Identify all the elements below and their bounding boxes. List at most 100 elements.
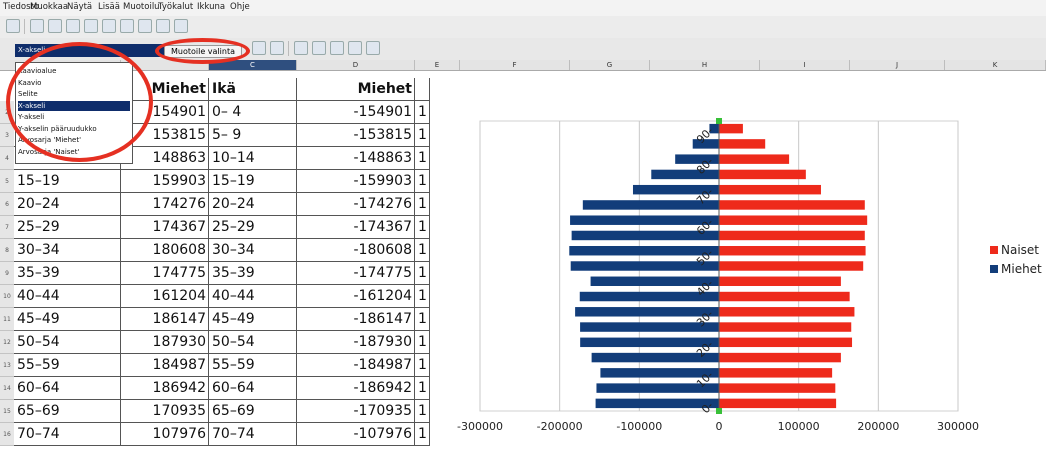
- cell[interactable]: -161204: [297, 285, 415, 308]
- cell[interactable]: 60–64: [209, 377, 297, 400]
- chart-area-icon[interactable]: [270, 41, 284, 55]
- chart-type-icon[interactable]: [252, 41, 266, 55]
- cell[interactable]: 10–14: [209, 147, 297, 170]
- cell[interactable]: 20–24: [14, 193, 121, 216]
- cell[interactable]: 5– 9: [209, 124, 297, 147]
- cell[interactable]: 1: [415, 216, 430, 239]
- header-cell[interactable]: Ikä: [209, 78, 297, 101]
- cell[interactable]: 30–34: [14, 239, 121, 262]
- row-header[interactable]: 10: [0, 285, 14, 308]
- cell[interactable]: 15–19: [14, 170, 121, 193]
- cell[interactable]: -174276: [297, 193, 415, 216]
- cell[interactable]: 55–59: [14, 354, 121, 377]
- chart-area[interactable]: -300000 -200000 -100000 0 100000 200000 300000…: [430, 71, 1046, 450]
- column-header[interactable]: G: [570, 60, 650, 70]
- column-header[interactable]: D: [297, 60, 415, 70]
- cell[interactable]: -153815: [297, 124, 415, 147]
- cell[interactable]: 65–69: [209, 400, 297, 423]
- open-icon[interactable]: [30, 19, 44, 33]
- cut-icon[interactable]: [138, 19, 152, 33]
- cell[interactable]: 186942: [121, 377, 209, 400]
- cell[interactable]: 170935: [121, 400, 209, 423]
- legend-icon[interactable]: [330, 41, 344, 55]
- cell[interactable]: -148863: [297, 147, 415, 170]
- menu-item[interactable]: Työkalut: [158, 2, 194, 12]
- cell[interactable]: 1: [415, 239, 430, 262]
- cell[interactable]: 60–64: [14, 377, 121, 400]
- cell[interactable]: 161204: [121, 285, 209, 308]
- auto-layout-icon[interactable]: [366, 41, 380, 55]
- cell[interactable]: 20–24: [209, 193, 297, 216]
- cell[interactable]: -174367: [297, 216, 415, 239]
- row-header[interactable]: 7: [0, 216, 14, 239]
- row-header[interactable]: 11: [0, 308, 14, 331]
- cell[interactable]: 1: [415, 400, 430, 423]
- column-header[interactable]: E: [415, 60, 460, 70]
- cell[interactable]: -184987: [297, 354, 415, 377]
- cell[interactable]: 35–39: [209, 262, 297, 285]
- cell[interactable]: 1: [415, 308, 430, 331]
- cell[interactable]: 65–69: [14, 400, 121, 423]
- row-header[interactable]: 16: [0, 423, 14, 446]
- cell[interactable]: 1: [415, 170, 430, 193]
- cell[interactable]: 1: [415, 285, 430, 308]
- cell[interactable]: 70–74: [14, 423, 121, 446]
- cell[interactable]: 40–44: [209, 285, 297, 308]
- header-cell[interactable]: Miehet: [297, 78, 415, 101]
- row-header[interactable]: 13: [0, 354, 14, 377]
- export-pdf-icon[interactable]: [102, 19, 116, 33]
- cell[interactable]: 45–49: [209, 308, 297, 331]
- cell[interactable]: 1: [415, 147, 430, 170]
- menu-item[interactable]: Lisää: [98, 2, 120, 12]
- cell[interactable]: 107976: [121, 423, 209, 446]
- cell[interactable]: 0– 4: [209, 101, 297, 124]
- row-header[interactable]: 14: [0, 377, 14, 400]
- scale-text-icon[interactable]: [348, 41, 362, 55]
- row-header[interactable]: 4: [0, 147, 14, 170]
- cell[interactable]: 70–74: [209, 423, 297, 446]
- row-header[interactable]: 6: [0, 193, 14, 216]
- copy-icon[interactable]: [156, 19, 170, 33]
- cell[interactable]: 1: [415, 193, 430, 216]
- cell[interactable]: 1: [415, 423, 430, 446]
- cell[interactable]: -186147: [297, 308, 415, 331]
- column-header[interactable]: H: [650, 60, 760, 70]
- menu-item[interactable]: Muokkaa: [30, 2, 69, 12]
- cell[interactable]: 25–29: [209, 216, 297, 239]
- cell[interactable]: 1: [415, 262, 430, 285]
- cell[interactable]: 153815: [121, 124, 209, 147]
- row-header[interactable]: 15: [0, 400, 14, 423]
- column-header[interactable]: C: [209, 60, 297, 70]
- save-icon[interactable]: [48, 19, 62, 33]
- new-document-icon[interactable]: [6, 19, 20, 33]
- cell[interactable]: -186942: [297, 377, 415, 400]
- cell[interactable]: 1: [415, 124, 430, 147]
- cell[interactable]: 186147: [121, 308, 209, 331]
- header-cell[interactable]: Miehet: [121, 78, 209, 101]
- edit-file-icon[interactable]: [84, 19, 98, 33]
- column-header[interactable]: F: [460, 60, 570, 70]
- cell[interactable]: 15–19: [209, 170, 297, 193]
- column-header[interactable]: [121, 60, 209, 70]
- cell[interactable]: 174276: [121, 193, 209, 216]
- cell[interactable]: 180608: [121, 239, 209, 262]
- cell[interactable]: 148863: [121, 147, 209, 170]
- row-header[interactable]: 8: [0, 239, 14, 262]
- cell[interactable]: 1: [415, 101, 430, 124]
- spreadsheet-grid[interactable]: Miehet Ikä Miehet 2 154901 0– 4 -154901 1 3 15381…: [0, 0, 430, 450]
- row-header[interactable]: 5: [0, 170, 14, 193]
- cell[interactable]: 55–59: [209, 354, 297, 377]
- population-pyramid-chart[interactable]: -300000 -200000 -100000 0 100000 200000 300000…: [430, 71, 1046, 450]
- column-header[interactable]: K: [945, 60, 1046, 70]
- cell[interactable]: -170935: [297, 400, 415, 423]
- row-header[interactable]: 12: [0, 331, 14, 354]
- cell[interactable]: 159903: [121, 170, 209, 193]
- cell[interactable]: 1: [415, 354, 430, 377]
- cell[interactable]: 50–54: [14, 331, 121, 354]
- cell[interactable]: 45–49: [14, 308, 121, 331]
- cell[interactable]: 1: [415, 377, 430, 400]
- menu-item[interactable]: Tiedosto: [3, 2, 40, 12]
- cell[interactable]: 187930: [121, 331, 209, 354]
- row-header[interactable]: 9: [0, 262, 14, 285]
- cell[interactable]: 174367: [121, 216, 209, 239]
